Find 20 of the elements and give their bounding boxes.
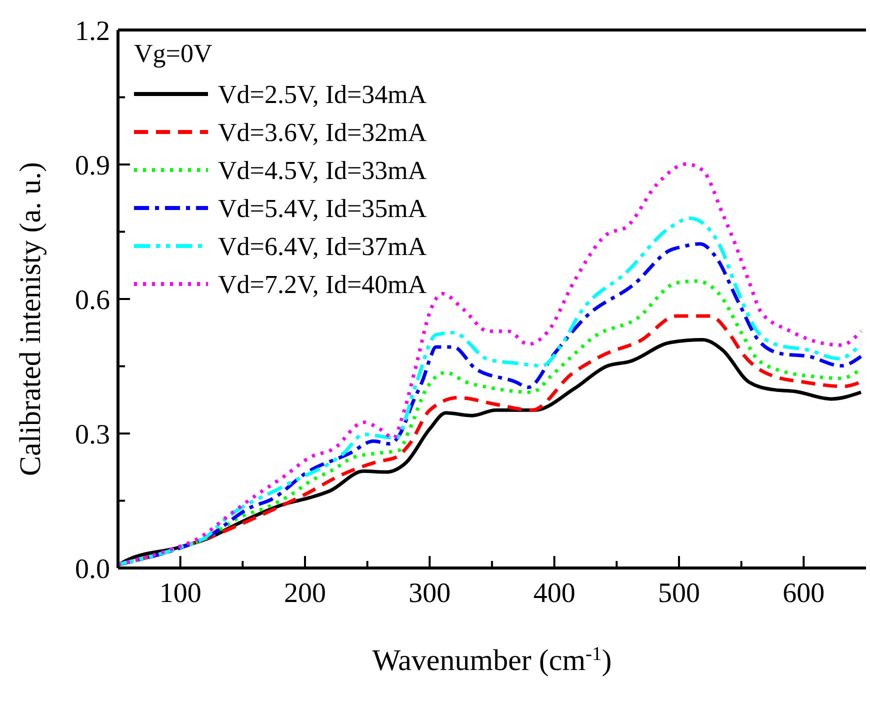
- legend-label: Vd=7.2V, Id=40mA: [218, 270, 427, 299]
- x-tick-label: 100: [159, 578, 202, 609]
- y-tick-label: 0.9: [75, 150, 110, 182]
- legend-title: Vg=0V: [134, 39, 212, 68]
- legend-label: Vd=4.5V, Id=33mA: [218, 156, 427, 185]
- x-tick-label: 200: [284, 578, 326, 609]
- x-tick-label: 400: [533, 578, 576, 609]
- x-tick-label: 300: [408, 578, 451, 609]
- y-tick-label: 0.0: [75, 554, 110, 585]
- legend-label: Vd=6.4V, Id=37mA: [218, 232, 427, 261]
- legend-label: Vd=3.6V, Id=32mA: [218, 118, 427, 147]
- y-axis-title: Calibrated intenisty (a. u.): [14, 162, 47, 476]
- x-axis-title: Wavenumber (cm$^{-1}$): [372, 644, 612, 677]
- legend-label: Vd=5.4V, Id=35mA: [218, 194, 427, 223]
- y-tick-label: 0.6: [75, 285, 110, 316]
- x-tick-label: 600: [782, 578, 825, 609]
- legend-label: Vd=2.5V, Id=34mA: [218, 80, 427, 109]
- y-tick-label: 0.3: [75, 420, 110, 450]
- x-tick-label: 500: [658, 578, 700, 609]
- y-tick-label: 1.2: [75, 16, 110, 47]
